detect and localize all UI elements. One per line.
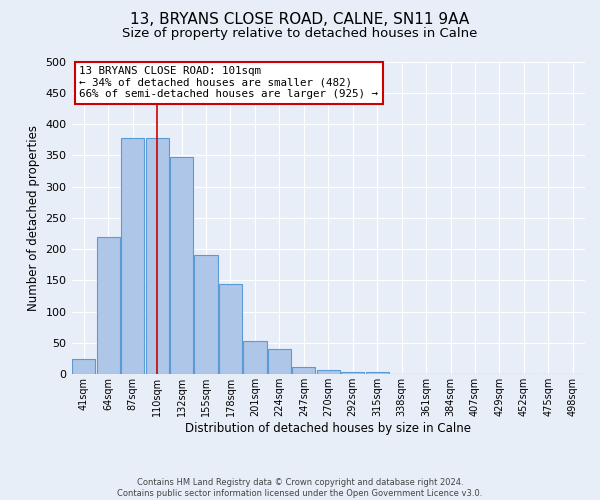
Bar	[170, 156, 193, 374]
Bar	[365, 372, 389, 374]
Bar	[219, 284, 242, 374]
Bar	[268, 350, 291, 374]
Text: Contains HM Land Registry data © Crown copyright and database right 2024.
Contai: Contains HM Land Registry data © Crown c…	[118, 478, 482, 498]
Bar	[317, 370, 340, 374]
X-axis label: Distribution of detached houses by size in Calne: Distribution of detached houses by size …	[185, 422, 471, 435]
Bar	[292, 367, 316, 374]
Bar	[72, 358, 95, 374]
Text: 13 BRYANS CLOSE ROAD: 101sqm
← 34% of detached houses are smaller (482)
66% of s: 13 BRYANS CLOSE ROAD: 101sqm ← 34% of de…	[79, 66, 378, 100]
Text: Size of property relative to detached houses in Calne: Size of property relative to detached ho…	[122, 28, 478, 40]
Bar	[244, 341, 266, 374]
Bar	[194, 256, 218, 374]
Bar	[97, 236, 120, 374]
Bar	[341, 372, 364, 374]
Bar	[121, 138, 144, 374]
Text: 13, BRYANS CLOSE ROAD, CALNE, SN11 9AA: 13, BRYANS CLOSE ROAD, CALNE, SN11 9AA	[130, 12, 470, 28]
Y-axis label: Number of detached properties: Number of detached properties	[27, 125, 40, 311]
Bar	[146, 138, 169, 374]
